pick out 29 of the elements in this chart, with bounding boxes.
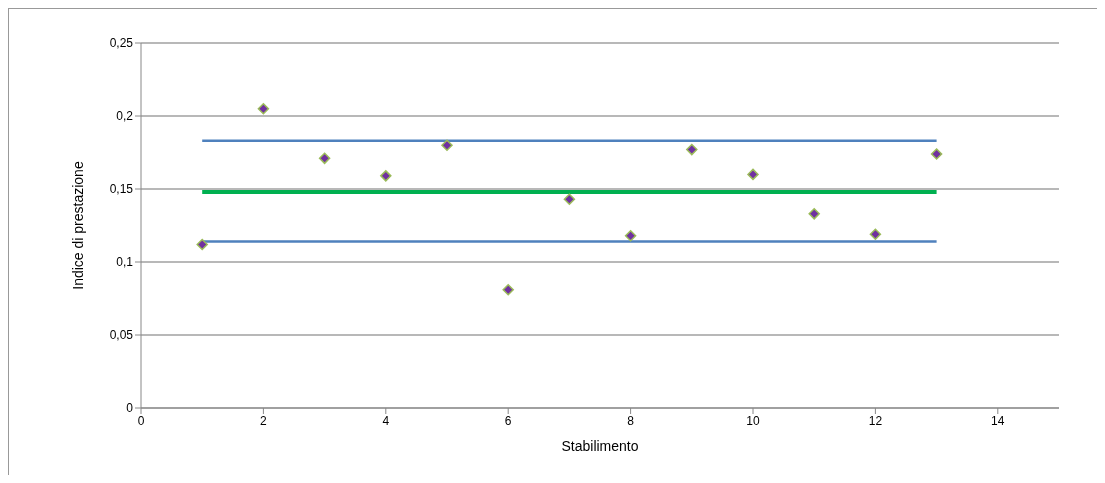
point (502, 283, 514, 296)
point (257, 102, 270, 115)
point (318, 152, 331, 165)
y-tick-label: 0,25 (109, 36, 134, 51)
x-axis-title: Stabilimento (561, 438, 639, 454)
point (563, 193, 576, 205)
x-tick-label: 10 (746, 413, 760, 428)
y-tick-label: 0 (126, 401, 134, 416)
point (869, 228, 882, 241)
point (930, 148, 943, 160)
y-axis-title: Indice di prestazione (69, 161, 86, 290)
x-tick-label: 12 (868, 413, 883, 428)
point (380, 170, 392, 182)
x-tick-label: 6 (504, 413, 512, 428)
point (808, 208, 820, 220)
x-tick-label: 4 (382, 413, 390, 428)
x-tick-label: 14 (991, 413, 1005, 428)
y-tick-label: 0,15 (109, 182, 134, 197)
y-tick-label: 0,05 (109, 328, 134, 343)
point (747, 168, 759, 181)
x-tick-label: 8 (627, 413, 635, 428)
y-tick-label: 0,1 (116, 255, 134, 270)
x-tick-label: 0 (137, 413, 145, 428)
point (196, 238, 208, 251)
point (441, 139, 453, 151)
point (686, 143, 698, 156)
y-tick-label: 0,2 (116, 109, 134, 124)
point (624, 229, 637, 242)
x-tick-label: 2 (260, 413, 268, 428)
